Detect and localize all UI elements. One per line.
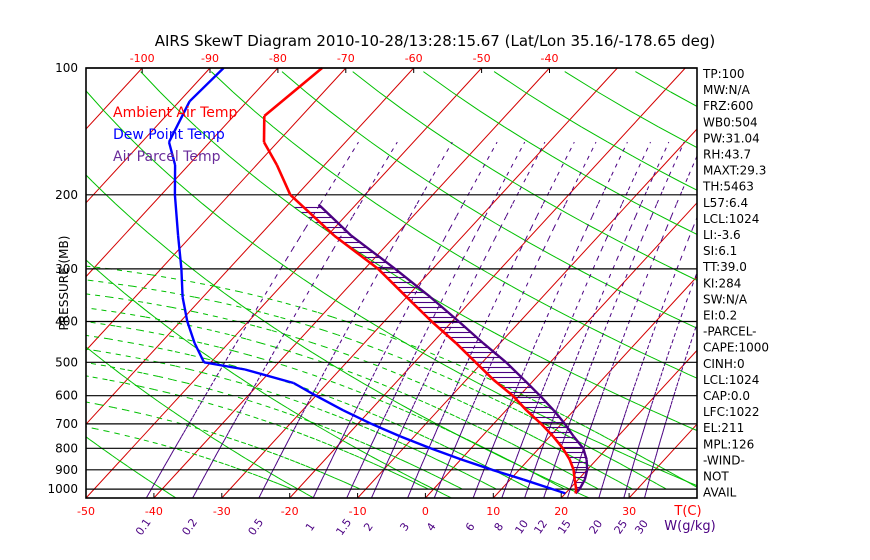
pressure-axis: 100 200 300 400 500 600 700 800 900 1000 [47,61,78,496]
top-temp-tick: -100 [130,52,155,65]
index-wind-hdr: -WIND- [703,453,745,467]
top-temp-tick: -50 [473,52,491,65]
bottom-temperature-axis: -50 -40 -30 -20 -10 0 10 20 30 [77,493,636,518]
bottom-temp-tick: 20 [554,505,568,518]
pressure-tick: 500 [55,355,78,369]
bottom-temp-tick: 0 [422,505,429,518]
index-cap: CAP:0.0 [703,389,750,403]
pressure-tick: 1000 [47,482,78,496]
pressure-axis-label: PRESSURE (MB) [57,236,71,331]
top-temp-tick: -90 [201,52,219,65]
bottom-temp-tick: -30 [213,505,231,518]
index-wind-2: AVAIL [703,486,737,500]
bottom-temp-tick: -10 [349,505,367,518]
index-sw: SW:N/A [703,292,748,306]
legend-item-dew-point-temp: Dew Point Temp [113,127,225,143]
pressure-tick: 700 [55,417,78,431]
index-ki: KI:284 [703,276,741,290]
temperature-axis-label: T(C) [673,504,701,519]
bottom-temp-tick: 10 [486,505,500,518]
mixing-ratio-lines [145,141,698,499]
top-temp-tick: -40 [541,52,559,65]
index-wb0: WB0:504 [703,115,758,129]
pressure-tick: 200 [55,188,78,202]
pressure-tick: 300 [55,262,78,276]
index-parcel-hdr: -PARCEL- [703,325,757,339]
index-th: TH:5463 [702,180,754,194]
index-lfc: LFC:1022 [703,405,760,419]
pressure-tick: 100 [55,61,78,75]
pressure-tick: 800 [55,441,78,455]
mixing-ratio-axis-label: W(g/kg) [664,519,715,534]
index-pw: PW:31.04 [703,131,760,145]
index-frz: FRZ:600 [703,99,753,113]
index-rh: RH:43.7 [703,148,751,162]
bottom-temp-tick: -50 [77,505,95,518]
index-lcl2: LCL:1024 [703,373,759,387]
indices-panel: TP:100 MW:N/A FRZ:600 WB0:504 PW:31.04 RH:43.… [702,67,769,500]
index-ei: EI:0.2 [703,309,737,323]
top-temp-tick: -70 [337,52,355,65]
index-el: EL:211 [703,421,744,435]
index-li: LI:-3.6 [703,228,741,242]
legend-item-ambient-air-temp: Ambient Air Temp [113,105,238,121]
index-cinh: CINH:0 [703,357,745,371]
isotherm-lines [85,67,698,499]
bottom-temp-tick: 30 [622,505,636,518]
pressure-tick: 400 [55,315,78,329]
index-l57: L57:6.4 [703,196,748,210]
bottom-temp-tick: -20 [281,505,299,518]
top-temperature-axis: -100 -90 -80 -70 -60 -50 -40 [130,52,559,73]
pressure-tick: 600 [55,389,78,403]
index-tp: TP:100 [702,67,745,81]
index-maxt: MAXT:29.3 [703,164,766,178]
legend-item-air-parcel-temp: Air Parcel Temp [113,149,221,165]
page-title: AIRS SkewT Diagram 2010-10-28/13:28:15.6… [155,32,716,50]
index-cape: CAPE:1000 [703,341,769,355]
top-temp-tick: -60 [405,52,423,65]
index-mw: MW:N/A [703,83,751,97]
index-wind-1: NOT [703,470,729,484]
moist-adiabat-lines [86,266,698,490]
legend: Ambient Air Temp Dew Point Temp Air Parc… [113,105,238,165]
index-tt: TT:39.0 [702,260,747,274]
sounding-curves [167,66,589,495]
index-mpl: MPL:126 [703,437,754,451]
pressure-tick: 900 [55,463,78,477]
top-temp-tick: -80 [269,52,287,65]
plot-frame [85,67,698,499]
index-si: SI:6.1 [703,244,737,258]
bottom-temp-tick: -40 [145,505,163,518]
index-lcl: LCL:1024 [703,212,759,226]
